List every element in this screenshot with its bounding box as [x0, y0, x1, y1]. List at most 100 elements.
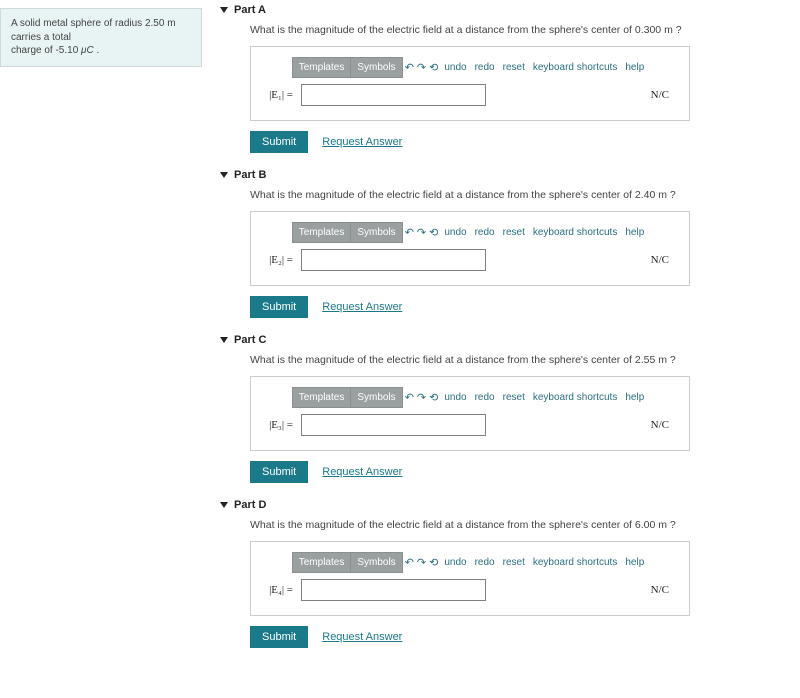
undo-label[interactable]: undo — [440, 57, 470, 78]
undo-label[interactable]: undo — [440, 387, 470, 408]
help-label[interactable]: help — [621, 57, 648, 78]
request-answer-link[interactable]: Request Answer — [322, 136, 402, 148]
answer-input[interactable] — [301, 249, 486, 271]
request-answer-link[interactable]: Request Answer — [322, 301, 402, 313]
undo-label[interactable]: undo — [440, 552, 470, 573]
submit-button[interactable]: Submit — [250, 131, 308, 153]
reset-icon[interactable]: ⟲ — [429, 391, 438, 404]
answer-input[interactable] — [301, 579, 486, 601]
reset-icon[interactable]: ⟲ — [429, 556, 438, 569]
part-c-title: Part C — [234, 334, 266, 346]
part-c-prompt: What is the magnitude of the electric fi… — [250, 354, 790, 366]
problem-line-2: charge of -5.10 — [11, 45, 81, 56]
entry-row: |E₄| = N/C — [261, 579, 679, 601]
reset-label[interactable]: reset — [499, 222, 529, 243]
collapse-icon — [220, 502, 228, 508]
variable-label: |E₂| = — [261, 254, 293, 266]
variable-label: |E₃| = — [261, 419, 293, 431]
submit-button[interactable]: Submit — [250, 461, 308, 483]
answer-input[interactable] — [301, 84, 486, 106]
reset-label[interactable]: reset — [499, 387, 529, 408]
answer-toolbar: Templates Symbols ↶ ↷ ⟲ undo redo reset … — [261, 387, 679, 408]
keyboard-label[interactable]: keyboard shortcuts — [529, 222, 622, 243]
help-label[interactable]: help — [621, 222, 648, 243]
symbols-button[interactable]: Symbols — [351, 552, 402, 573]
problem-statement-pane: A solid metal sphere of radius 2.50 m ca… — [0, 0, 210, 698]
undo-label[interactable]: undo — [440, 222, 470, 243]
part-a-title: Part A — [234, 4, 266, 16]
units-label: N/C — [651, 254, 669, 266]
part-c: Part C What is the magnitude of the elec… — [220, 334, 790, 483]
problem-unit: μC — [81, 45, 94, 56]
collapse-icon — [220, 337, 228, 343]
part-a-answer-card: Templates Symbols ↶ ↷ ⟲ undo redo reset … — [250, 46, 690, 121]
part-d-prompt: What is the magnitude of the electric fi… — [250, 519, 790, 531]
part-c-header[interactable]: Part C — [220, 334, 790, 346]
units-label: N/C — [651, 89, 669, 101]
part-a: Part A What is the magnitude of the elec… — [220, 4, 790, 153]
undo-icon[interactable]: ↶ — [405, 226, 414, 239]
part-d-title: Part D — [234, 499, 266, 511]
collapse-icon — [220, 172, 228, 178]
units-label: N/C — [651, 419, 669, 431]
part-c-answer-card: Templates Symbols ↶ ↷ ⟲ undo redo reset … — [250, 376, 690, 451]
units-label: N/C — [651, 584, 669, 596]
answer-input[interactable] — [301, 414, 486, 436]
request-answer-link[interactable]: Request Answer — [322, 466, 402, 478]
redo-icon[interactable]: ↷ — [417, 61, 426, 74]
variable-label: |E₄| = — [261, 584, 293, 596]
submit-row: Submit Request Answer — [250, 296, 790, 318]
part-d: Part D What is the magnitude of the elec… — [220, 499, 790, 648]
part-b-header[interactable]: Part B — [220, 169, 790, 181]
part-b-title: Part B — [234, 169, 266, 181]
templates-button[interactable]: Templates — [292, 57, 352, 78]
keyboard-label[interactable]: keyboard shortcuts — [529, 387, 622, 408]
redo-icon[interactable]: ↷ — [417, 226, 426, 239]
submit-row: Submit Request Answer — [250, 131, 790, 153]
problem-line-1: A solid metal sphere of radius 2.50 m ca… — [11, 18, 176, 43]
symbols-button[interactable]: Symbols — [351, 57, 402, 78]
part-d-answer-card: Templates Symbols ↶ ↷ ⟲ undo redo reset … — [250, 541, 690, 616]
parts-pane: Part A What is the magnitude of the elec… — [210, 0, 800, 698]
symbols-button[interactable]: Symbols — [351, 387, 402, 408]
reset-label[interactable]: reset — [499, 552, 529, 573]
templates-button[interactable]: Templates — [292, 222, 352, 243]
reset-label[interactable]: reset — [499, 57, 529, 78]
submit-row: Submit Request Answer — [250, 461, 790, 483]
redo-label[interactable]: redo — [471, 57, 499, 78]
part-a-header[interactable]: Part A — [220, 4, 790, 16]
entry-row: |E₂| = N/C — [261, 249, 679, 271]
redo-icon[interactable]: ↷ — [417, 556, 426, 569]
undo-icon[interactable]: ↶ — [405, 61, 414, 74]
redo-label[interactable]: redo — [471, 387, 499, 408]
submit-button[interactable]: Submit — [250, 626, 308, 648]
symbols-button[interactable]: Symbols — [351, 222, 402, 243]
submit-button[interactable]: Submit — [250, 296, 308, 318]
reset-icon[interactable]: ⟲ — [429, 226, 438, 239]
undo-icon[interactable]: ↶ — [405, 556, 414, 569]
templates-button[interactable]: Templates — [292, 387, 352, 408]
answer-toolbar: Templates Symbols ↶ ↷ ⟲ undo redo reset … — [261, 552, 679, 573]
help-label[interactable]: help — [621, 552, 648, 573]
redo-label[interactable]: redo — [471, 222, 499, 243]
keyboard-label[interactable]: keyboard shortcuts — [529, 552, 622, 573]
submit-row: Submit Request Answer — [250, 626, 790, 648]
problem-statement: A solid metal sphere of radius 2.50 m ca… — [0, 8, 202, 67]
undo-icon[interactable]: ↶ — [405, 391, 414, 404]
reset-icon[interactable]: ⟲ — [429, 61, 438, 74]
redo-label[interactable]: redo — [471, 552, 499, 573]
help-label[interactable]: help — [621, 387, 648, 408]
keyboard-label[interactable]: keyboard shortcuts — [529, 57, 622, 78]
answer-toolbar: Templates Symbols ↶ ↷ ⟲ undo redo reset … — [261, 222, 679, 243]
part-b-answer-card: Templates Symbols ↶ ↷ ⟲ undo redo reset … — [250, 211, 690, 286]
entry-row: |E₃| = N/C — [261, 414, 679, 436]
answer-toolbar: Templates Symbols ↶ ↷ ⟲ undo redo reset … — [261, 57, 679, 78]
collapse-icon — [220, 7, 228, 13]
part-b: Part B What is the magnitude of the elec… — [220, 169, 790, 318]
redo-icon[interactable]: ↷ — [417, 391, 426, 404]
variable-label: |E₁| = — [261, 89, 293, 101]
templates-button[interactable]: Templates — [292, 552, 352, 573]
part-d-header[interactable]: Part D — [220, 499, 790, 511]
request-answer-link[interactable]: Request Answer — [322, 631, 402, 643]
part-a-prompt: What is the magnitude of the electric fi… — [250, 24, 790, 36]
